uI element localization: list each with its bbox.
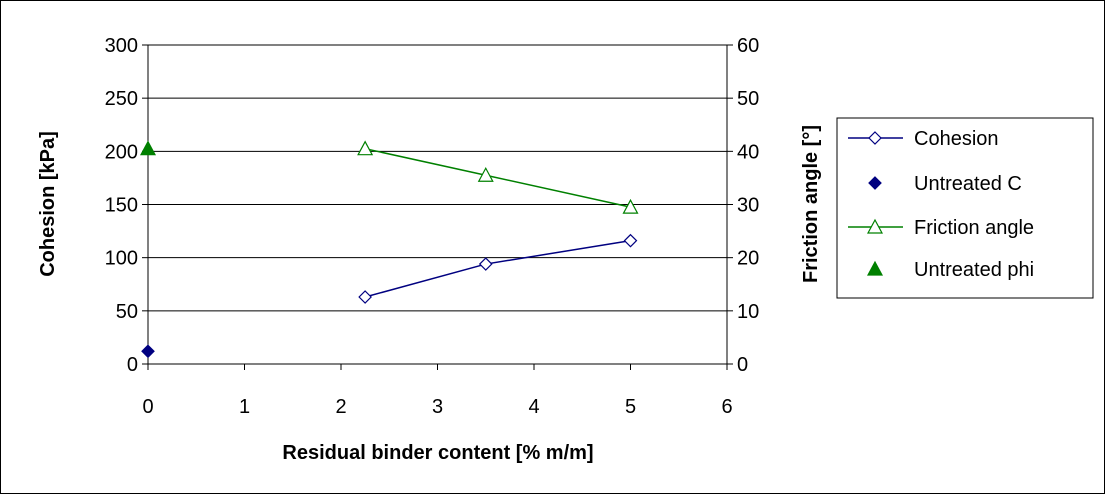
y-tick-label: 100 bbox=[105, 248, 138, 270]
series-cohesion bbox=[358, 233, 638, 304]
series-friction-angle bbox=[357, 140, 639, 214]
x-tick-label: 4 bbox=[528, 396, 539, 418]
series-untreated-phi bbox=[139, 140, 157, 156]
series-untreated-c bbox=[141, 344, 155, 359]
legend-label: Friction angle bbox=[914, 217, 1034, 239]
y-axis-label: Cohesion [kPa] bbox=[37, 131, 59, 277]
y2-tick-label: 0 bbox=[737, 354, 748, 376]
legend-label: Untreated phi bbox=[914, 259, 1034, 281]
y2-tick-label: 20 bbox=[737, 248, 759, 270]
y2-tick-label: 60 bbox=[737, 35, 759, 57]
x-tick-label: 3 bbox=[432, 396, 443, 418]
data-point-triangle bbox=[866, 218, 884, 234]
y2-tick-label: 50 bbox=[737, 88, 759, 110]
y2-tick-label: 40 bbox=[737, 141, 759, 163]
y-tick-label: 150 bbox=[105, 195, 138, 217]
data-point-diamond bbox=[868, 176, 882, 190]
legend-item: Cohesion bbox=[848, 128, 999, 150]
data-point-diamond bbox=[141, 344, 155, 359]
x-tick-label: 2 bbox=[335, 396, 346, 418]
axis-ticks: 0 50 100 150 200 250 300 0 10 20 30 40 50 60 0 1 2 3 4 5 6 bbox=[105, 35, 760, 418]
x-axis-label: Residual binder content [% m/m] bbox=[282, 442, 593, 464]
legend-label: Cohesion bbox=[914, 128, 999, 150]
data-point-diamond bbox=[358, 290, 372, 304]
data-point-diamond bbox=[623, 233, 638, 248]
data-point-diamond bbox=[478, 257, 493, 271]
legend-item: Friction angle bbox=[848, 217, 1034, 239]
gridlines bbox=[148, 97, 727, 312]
x-tick-label: 1 bbox=[239, 396, 250, 418]
y-tick-label: 50 bbox=[116, 301, 138, 323]
y2-tick-label: 30 bbox=[737, 195, 759, 217]
x-tick-label: 0 bbox=[142, 396, 153, 418]
x-tick-label: 6 bbox=[721, 396, 732, 418]
data-point-triangle bbox=[622, 198, 639, 214]
legend-item: Untreated C bbox=[868, 173, 1022, 195]
y-tick-label: 200 bbox=[105, 141, 138, 163]
data-point-diamond bbox=[868, 131, 882, 145]
y-tick-label: 300 bbox=[105, 35, 138, 57]
x-tick-label: 5 bbox=[625, 396, 636, 418]
y2-tick-label: 10 bbox=[737, 301, 759, 323]
series-line bbox=[364, 239, 631, 298]
y2-axis-label: Friction angle [°] bbox=[800, 125, 822, 283]
legend-item: Untreated phi bbox=[866, 259, 1034, 281]
series-line bbox=[364, 147, 631, 208]
y-tick-label: 0 bbox=[127, 354, 138, 376]
y-tick-label: 250 bbox=[105, 88, 138, 110]
legend-box bbox=[836, 117, 1094, 299]
data-point-triangle bbox=[139, 140, 157, 156]
series-layer bbox=[139, 140, 639, 359]
legend-label: Untreated C bbox=[914, 173, 1022, 195]
legend: Cohesion Untreated C Friction angle Untreat… bbox=[848, 128, 1034, 281]
data-point-triangle bbox=[477, 166, 494, 182]
data-point-triangle bbox=[357, 140, 374, 156]
data-point-triangle bbox=[866, 260, 884, 276]
